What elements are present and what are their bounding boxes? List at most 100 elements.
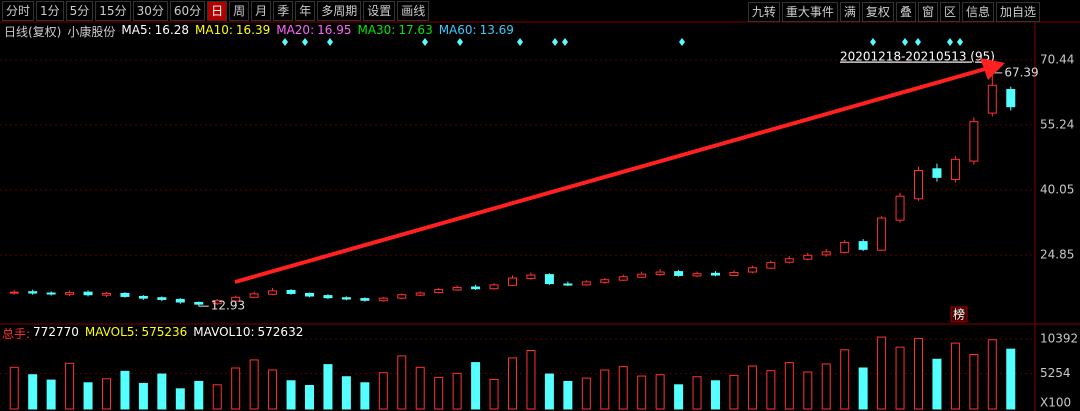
volume-bar	[618, 366, 628, 410]
signal-marker	[457, 38, 463, 46]
tab-button[interactable]: 1分	[36, 1, 64, 21]
y-tick-label: 24.85	[1040, 248, 1074, 262]
toolbar: 分时 1分 5分 15分 30分 60分日周月季年多周期 设置 画线	[0, 0, 1080, 22]
tool-button[interactable]: 九转	[747, 2, 780, 22]
candle-body	[747, 267, 757, 273]
volume-bar	[803, 371, 813, 410]
candle-body	[784, 258, 794, 263]
tool-button[interactable]: 窗	[917, 2, 938, 22]
candle-body	[305, 292, 314, 297]
vol-item: MAVOL10: 572632	[193, 325, 303, 342]
candle-body	[563, 283, 573, 286]
tab-button[interactable]: 月	[251, 1, 272, 21]
volume-bar	[784, 362, 794, 410]
volume-bar	[655, 374, 665, 410]
tool-button[interactable]: 叠	[895, 2, 916, 22]
volume-bar	[711, 380, 720, 410]
volume-bar	[508, 357, 517, 410]
volume-bar	[83, 382, 93, 410]
candle-body	[766, 262, 776, 269]
stock-name: 小康股份	[67, 25, 116, 39]
tool-button[interactable]: 加自选	[995, 2, 1040, 22]
volume-bar	[544, 373, 554, 410]
candle-body	[692, 273, 702, 277]
candle-body	[489, 284, 499, 290]
volume-bar	[600, 369, 610, 410]
signal-marker	[562, 38, 568, 46]
candle-body	[415, 292, 425, 296]
volume-bar	[987, 339, 997, 410]
tab-button[interactable]: 季	[273, 1, 294, 21]
candle-body	[895, 195, 905, 221]
tab-button[interactable]: 多周期	[317, 1, 362, 21]
candle-body	[600, 279, 610, 283]
candle-body	[194, 301, 204, 305]
tab-button[interactable]: 周	[229, 1, 250, 21]
signal-marker	[870, 38, 876, 46]
volume-bar	[821, 363, 831, 410]
candle-body	[711, 272, 720, 276]
tab-button[interactable]: 设置	[363, 1, 396, 21]
volume-bar	[877, 336, 887, 410]
trend-arrow	[234, 67, 986, 284]
vol-value: 575236	[141, 325, 188, 339]
candle-body	[1006, 89, 1016, 108]
vol-name: MAVOL5:	[84, 325, 139, 339]
ma-item: MA30: 17.63	[357, 23, 432, 40]
ma-name: MA10:	[195, 23, 233, 37]
candle-body	[544, 274, 554, 285]
vol-item: 总手: 772770	[2, 325, 79, 342]
tab-button[interactable]: 30分	[132, 1, 168, 21]
candle-body	[471, 286, 481, 290]
ma-item: MA20: 16.95	[276, 23, 351, 40]
tab-button[interactable]: 画线	[397, 1, 430, 21]
volume-bar	[175, 388, 185, 410]
signal-marker	[947, 38, 953, 46]
volume-bar	[858, 367, 868, 410]
ma-name: MA30:	[357, 23, 396, 37]
tool-button[interactable]: 区	[939, 2, 960, 22]
signal-marker	[915, 38, 921, 46]
tool-button[interactable]: 信息	[961, 2, 994, 22]
tool-button[interactable]: 重大事件	[781, 2, 838, 22]
volume-bar	[305, 384, 314, 410]
v-unit: X100	[1040, 396, 1071, 410]
candle-body	[397, 294, 407, 299]
candle-body	[268, 290, 278, 295]
volume-bar	[157, 373, 167, 410]
candle-body	[212, 300, 222, 305]
volume-bar	[747, 365, 757, 410]
tab-button[interactable]: 15分	[95, 1, 131, 21]
ma-name: MA20:	[276, 23, 315, 37]
volume-bar	[65, 362, 75, 410]
vol-name: MAVOL10:	[193, 325, 255, 339]
tab-button[interactable]: 日	[207, 1, 228, 21]
ma-item: MA5: 16.28	[121, 23, 189, 40]
volume-bar	[526, 350, 536, 410]
volume-bar	[9, 366, 19, 410]
signal-marker	[902, 38, 908, 46]
volume-bar	[766, 370, 776, 410]
tool-button[interactable]: 复权	[861, 2, 894, 22]
candle-body	[877, 217, 887, 251]
candle-body	[9, 291, 19, 294]
tab-button[interactable]: 分时	[2, 1, 35, 21]
volume-bar	[194, 380, 204, 410]
ma-name: MA60:	[438, 23, 477, 37]
ma-value: 17.63	[398, 23, 433, 37]
vol-item: MAVOL5: 575236	[85, 325, 187, 342]
volume-bar	[471, 362, 481, 410]
tool-button[interactable]: 满	[839, 2, 860, 22]
tab-button[interactable]: 年	[295, 1, 316, 21]
tab-button[interactable]: 5分	[65, 1, 94, 21]
range-label: 20201218-20210513 (95)	[840, 50, 995, 64]
candle-body	[969, 121, 979, 162]
volume-bar	[489, 378, 499, 410]
ma-name: MA5:	[121, 23, 152, 37]
signal-marker	[517, 38, 523, 46]
high-label: 67.39	[1004, 65, 1038, 79]
volume-bar	[286, 380, 296, 410]
tab-button[interactable]: 60分	[169, 1, 206, 21]
